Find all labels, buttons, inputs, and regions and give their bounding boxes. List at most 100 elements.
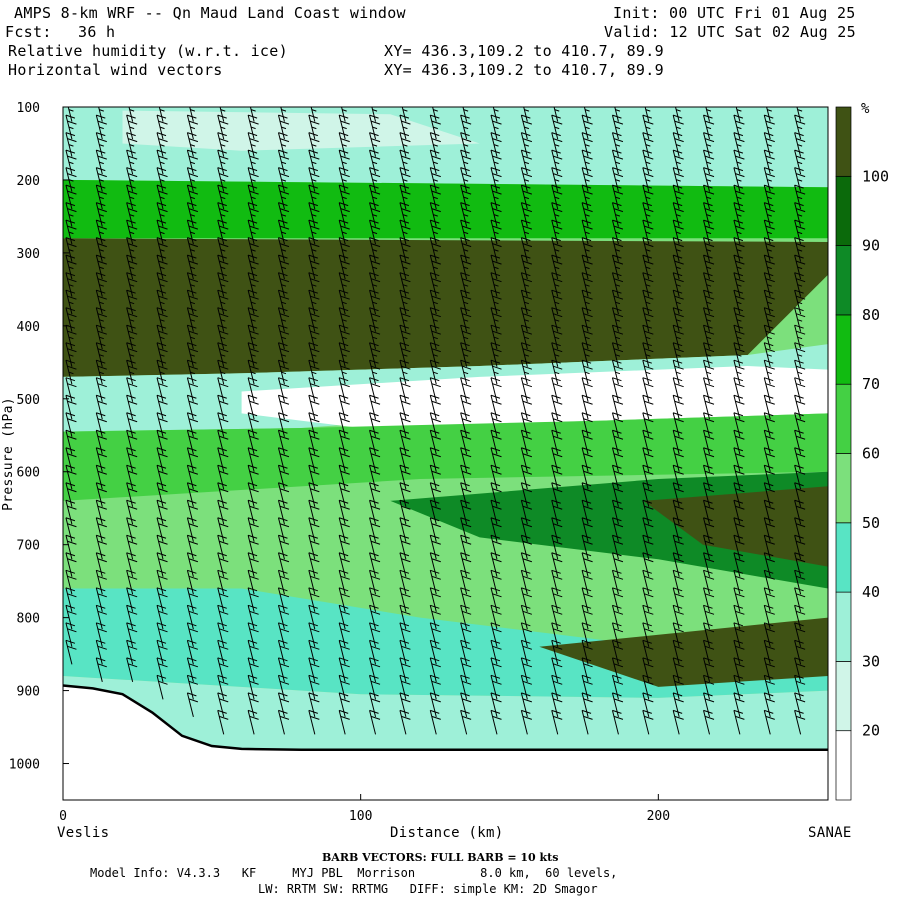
barb-staff: [490, 587, 498, 612]
barb-flag: [490, 639, 501, 644]
barb-staff: [217, 482, 225, 507]
wind-barb: [308, 674, 320, 700]
barb-flag: [158, 295, 168, 300]
barb-flag: [645, 371, 651, 375]
wind-barb: [156, 552, 168, 577]
barb-flag: [156, 359, 167, 364]
barb-flag: [219, 365, 229, 370]
barb-flag: [158, 243, 168, 248]
barb-flag: [524, 144, 530, 147]
barb-flag: [521, 482, 531, 487]
barb-flag: [612, 569, 622, 574]
barb-staff: [703, 605, 711, 630]
barb-staff: [247, 587, 255, 612]
barb-flag: [247, 377, 258, 382]
barb-flag: [492, 698, 502, 703]
wind-barb: [642, 674, 654, 700]
wind-barb: [186, 412, 199, 437]
barb-staff: [217, 447, 225, 472]
wind-barb: [126, 464, 138, 490]
barb-flag: [612, 639, 622, 644]
barb-staff: [672, 675, 680, 700]
barb-staff: [156, 552, 164, 577]
barb-staff: [186, 465, 194, 490]
wind-barb: [490, 184, 502, 210]
barb-flag: [279, 313, 290, 318]
barb-flag: [460, 237, 470, 242]
wind-barb: [520, 569, 533, 595]
barb-flag: [340, 208, 350, 213]
wind-barb: [733, 307, 745, 332]
barb-flag: [584, 161, 590, 165]
barb-flag: [765, 523, 775, 528]
barb-flag: [65, 289, 76, 294]
barb-flag: [490, 552, 501, 557]
barb-flag: [521, 219, 531, 224]
barb-flag: [764, 307, 774, 312]
barb-flag: [340, 575, 350, 580]
barb-staff: [460, 517, 468, 542]
barb-flag: [370, 173, 381, 178]
wind-barb: [156, 307, 168, 332]
barb-flag: [281, 161, 287, 165]
barb-flag: [278, 464, 288, 469]
barb-flag: [764, 289, 774, 294]
barb-flag: [642, 394, 652, 399]
barb-flag: [188, 278, 199, 283]
barb-flag: [247, 534, 258, 539]
barb-flag: [308, 202, 318, 207]
barb-flag: [430, 657, 440, 662]
barb-flag: [492, 715, 502, 720]
barb-flag: [524, 284, 530, 287]
barb-staff: [338, 517, 346, 542]
wind-barb: [308, 219, 320, 245]
barb-staff: [642, 447, 650, 472]
barb-flag: [217, 517, 227, 522]
wind-barb: [399, 324, 411, 350]
barb-flag: [279, 400, 290, 405]
barb-flag: [340, 645, 350, 650]
wind-barb: [369, 709, 381, 735]
wind-barb: [611, 114, 624, 140]
wind-barb: [672, 324, 684, 350]
barb-flag: [794, 342, 804, 347]
wind-barb: [763, 622, 775, 647]
wind-barb: [642, 622, 654, 647]
wind-barb: [794, 289, 806, 315]
barb-flag: [249, 610, 259, 615]
barb-staff: [65, 517, 73, 542]
barb-flag: [279, 173, 290, 178]
barb-flag: [188, 260, 199, 265]
barb-flag: [765, 418, 775, 423]
barb-flag: [399, 569, 410, 574]
wind-barb: [186, 289, 199, 315]
barb-flag: [278, 98, 287, 101]
barb-flag: [247, 272, 258, 277]
wind-barb: [642, 237, 654, 262]
wind-barb: [65, 272, 77, 297]
wind-barb: [186, 237, 199, 262]
wind-barb: [338, 657, 350, 682]
barb-flag: [430, 587, 440, 592]
wind-barb: [217, 307, 229, 332]
barb-flag: [703, 289, 713, 294]
barb-flag: [492, 330, 502, 335]
barb-staff: [217, 377, 225, 402]
barb-flag: [187, 132, 197, 137]
barb-flag: [733, 569, 744, 574]
barb-flag: [553, 225, 563, 230]
barb-flag: [279, 663, 290, 668]
barb-flag: [217, 429, 227, 434]
barb-flag: [430, 674, 440, 679]
barb-flag: [431, 243, 441, 248]
barb-staff: [308, 605, 316, 630]
wind-barb: [95, 587, 107, 612]
barb-flag: [401, 698, 411, 703]
forecast-label: Fcst:: [5, 23, 52, 41]
barb-flag: [68, 354, 74, 357]
barb-flag: [219, 138, 229, 143]
barb-flag: [644, 645, 654, 650]
barb-flag: [644, 435, 654, 440]
wind-barb: [95, 552, 107, 577]
barb-staff: [247, 605, 255, 630]
